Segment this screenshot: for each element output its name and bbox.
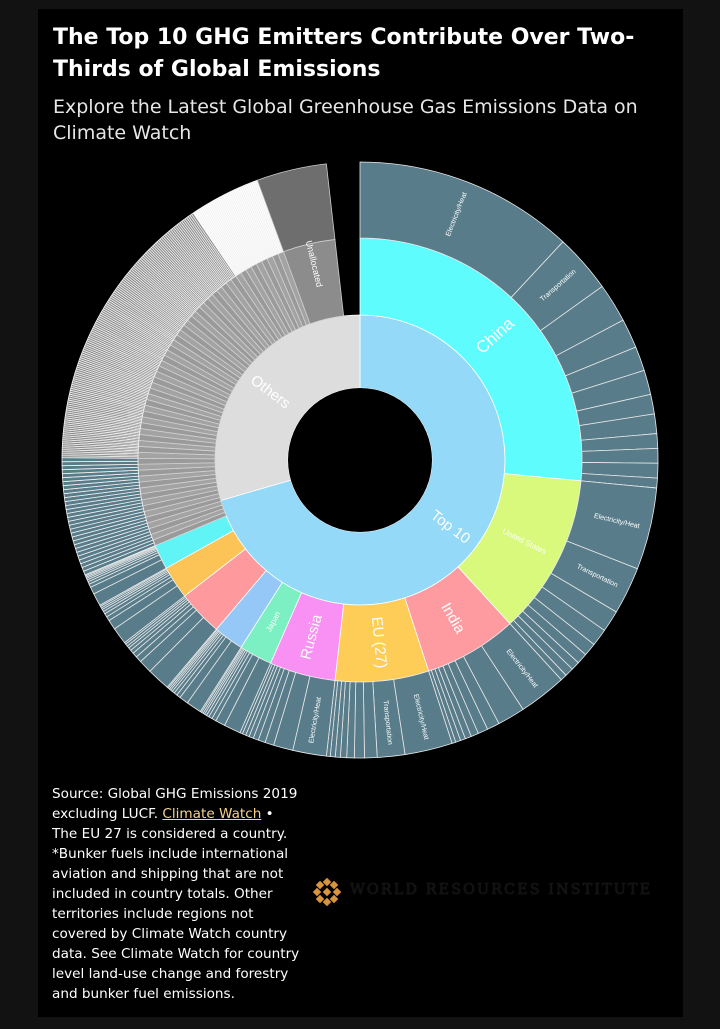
sector-arc-china-9 [581,447,659,464]
sector-label-eu-27-1: Transportation [381,700,393,745]
source-suffix: • The EU 27 is considered a country. *Bu… [52,806,300,1002]
sunburst-chart: Top 10OthersChinaElectricity/HeatTranspo… [61,161,659,759]
wri-logo-text: WORLD RESOURCES INSTITUTE [350,882,653,898]
wri-flower-icon [312,877,342,907]
climate-watch-link[interactable]: Climate Watch [162,806,262,822]
source-note: Source: Global GHG Emissions 2019 exclud… [52,784,302,1004]
sector-arc-unallocated [256,163,336,253]
country-label-eu-27: EU (27) [368,616,390,669]
chart-title: The Top 10 GHG Emitters Contribute Over … [53,25,635,82]
source-prefix: Source: Global GHG Emissions 2019 exclud… [52,786,298,822]
chart-subtitle: Explore the Latest Global Greenhouse Gas… [53,96,638,144]
wri-logo: WORLD RESOURCES INSTITUTE [312,877,672,907]
center-hole [288,388,432,532]
